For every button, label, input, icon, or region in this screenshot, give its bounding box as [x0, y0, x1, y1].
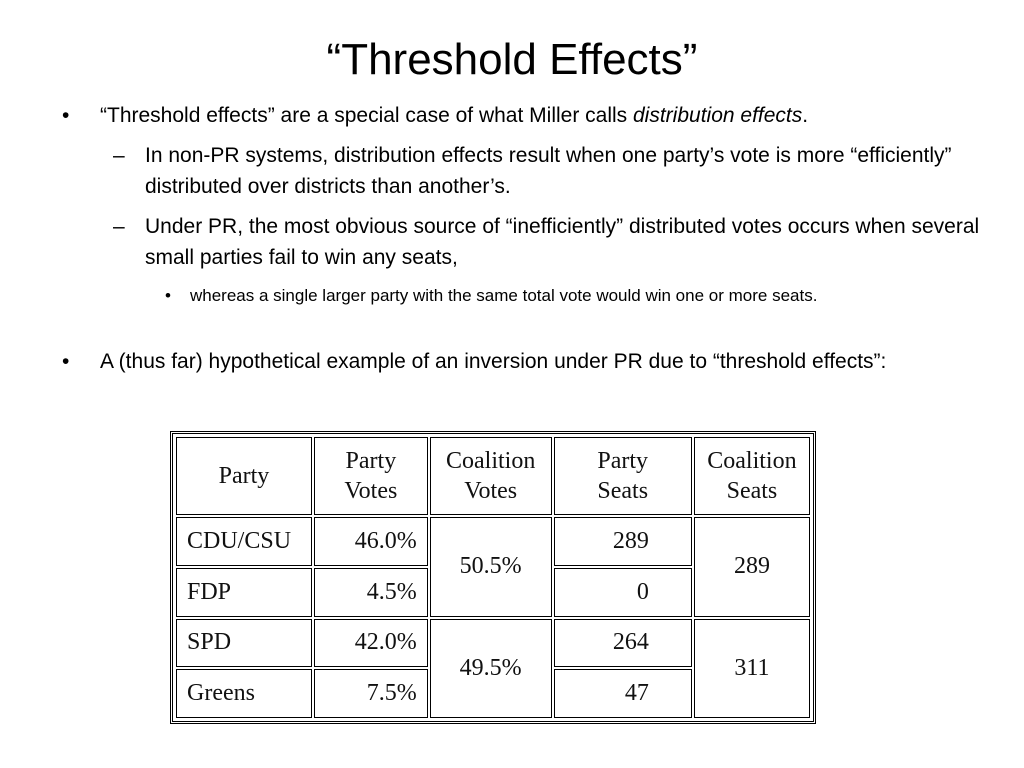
- bullet-1-sub-2: Under PR, the most obvious source of “in…: [145, 215, 980, 269]
- dash-marker: –: [113, 144, 125, 167]
- table-row: SPD 42.0% 49.5% 264 311: [176, 618, 810, 718]
- bullet-2: A (thus far) hypothetical example of an …: [100, 350, 887, 373]
- table-row: Greens 7.5% 47: [176, 669, 810, 718]
- cell-party: CDU/CSU: [176, 517, 312, 566]
- cell-party-seats: 47: [553, 669, 692, 718]
- cell-party-seats: 0: [553, 567, 692, 617]
- cell-party-seats: 264: [553, 618, 692, 668]
- bullet-marker: •: [62, 350, 70, 373]
- header-party-seats: Party Seats: [553, 437, 692, 515]
- bullet-1-sub-1: In non-PR systems, distribution effects …: [145, 144, 952, 198]
- cell-coalition-seats: 289: [693, 517, 810, 617]
- bullet-marker: •: [62, 104, 70, 127]
- cell-party: Greens: [176, 669, 312, 718]
- cell-party: FDP: [176, 567, 312, 617]
- table-row: FDP 4.5% 0: [176, 567, 810, 617]
- slide-title: “Threshold Effects”: [326, 35, 698, 84]
- header-coalition-votes: Coalition Votes: [429, 437, 552, 515]
- results-table: Party Party Votes Coalition Votes Party Sea…: [174, 435, 812, 720]
- cell-coalition-votes: 49.5%: [429, 618, 552, 718]
- bullet-1-text: “Threshold effects” are a special case o…: [100, 104, 633, 127]
- bullet-1-emphasis: distribution effects: [633, 104, 803, 127]
- bullet-1-end: .: [802, 104, 809, 127]
- results-table-frame: Party Party Votes Coalition Votes Party Sea…: [170, 431, 816, 724]
- cell-coalition-votes: 50.5%: [429, 517, 552, 617]
- cell-party-votes: 7.5%: [313, 669, 428, 718]
- cell-party-votes: 4.5%: [313, 567, 428, 617]
- cell-party: SPD: [176, 618, 312, 668]
- cell-party-votes: 46.0%: [313, 517, 428, 566]
- bullet-1: “Threshold effects” are a special case o…: [100, 100, 980, 131]
- bullet-marker-small: •: [165, 286, 171, 305]
- cell-coalition-seats: 311: [693, 618, 810, 718]
- table-header-row: Party Party Votes Coalition Votes Party Sea…: [176, 437, 810, 515]
- cell-party-votes: 42.0%: [313, 618, 428, 668]
- table-row: CDU/CSU 46.0% 50.5% 289 289: [176, 517, 810, 617]
- dash-marker: –: [113, 215, 125, 238]
- header-party-votes: Party Votes: [313, 437, 428, 515]
- header-coalition-seats: Coalition Seats: [693, 437, 810, 515]
- header-party: Party: [176, 437, 312, 515]
- cell-party-seats: 289: [553, 517, 692, 566]
- bullet-1-sub-2-sub-1: whereas a single larger party with the s…: [190, 286, 818, 305]
